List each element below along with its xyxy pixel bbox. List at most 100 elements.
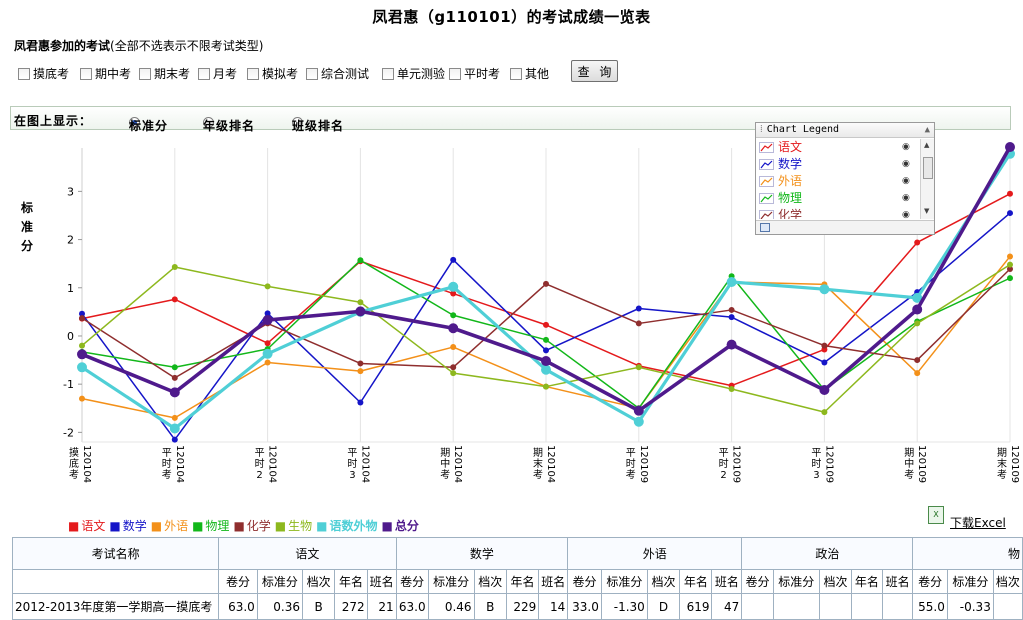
- series-key-label: 物理: [205, 519, 230, 533]
- excel-file-icon[interactable]: X: [928, 506, 944, 524]
- score-cell: 33.0: [567, 593, 602, 620]
- chart-legend-list: 语文 ◉ 数学 ◉ 外语 ◉ 物理 ◉ 化学 ◉: [756, 139, 921, 219]
- subcolumn-header: 卷分: [218, 569, 258, 594]
- download-excel-text[interactable]: 下载Excel: [950, 516, 1006, 530]
- data-point: [1007, 190, 1013, 197]
- y-axis-title-char: 准: [20, 220, 33, 234]
- checkbox-icon[interactable]: [247, 68, 259, 80]
- exam-type-checkbox-7[interactable]: 平时考: [449, 66, 500, 82]
- x-tick-code: 120109: [1009, 445, 1020, 483]
- radio-selected-icon[interactable]: [129, 117, 140, 128]
- line-series-icon: [759, 176, 774, 187]
- series-key-marker: ■: [381, 519, 393, 533]
- x-tick-code: 120104: [545, 445, 556, 483]
- legend-item[interactable]: 化学 ◉: [756, 207, 921, 219]
- scroll-up-icon[interactable]: ▲: [924, 141, 930, 149]
- legend-item[interactable]: 外语 ◉: [756, 173, 921, 190]
- eye-icon[interactable]: ◉: [902, 142, 910, 152]
- exam-type-checkbox-0[interactable]: 摸底考: [18, 66, 69, 82]
- chart-legend-header[interactable]: ⁞ Chart Legend ▲: [756, 123, 934, 138]
- subcolumn-header: 卷分: [567, 569, 602, 594]
- checkbox-icon[interactable]: [80, 68, 92, 80]
- data-point: [635, 320, 642, 327]
- y-tick-label: 0: [67, 330, 74, 343]
- checkbox-icon[interactable]: [449, 68, 461, 80]
- eye-icon[interactable]: ◉: [902, 176, 910, 186]
- checkbox-icon[interactable]: [510, 68, 522, 80]
- subject-header: 语文: [218, 537, 397, 570]
- exam-type-checkbox-2[interactable]: 期末考: [139, 66, 190, 82]
- legend-item[interactable]: 语文 ◉: [756, 139, 921, 156]
- legend-item-label: 数学: [778, 157, 803, 171]
- exam-type-checkbox-5[interactable]: 综合测试: [306, 66, 369, 82]
- exam-type-checkbox-1[interactable]: 期中考: [80, 66, 131, 82]
- line-series-icon: [759, 193, 774, 204]
- data-point: [171, 364, 178, 371]
- exam-type-checkbox-3[interactable]: 月考: [198, 66, 237, 82]
- data-point: [79, 395, 85, 402]
- subcolumn-header: 标准分: [427, 569, 475, 594]
- table-row[interactable]: 2012-2013年度第一学期高一摸底考 63.0 0.36 B 272 21 63.0 0…: [11, 593, 1023, 620]
- x-tick-char: 2: [720, 470, 726, 481]
- collapse-icon[interactable]: ▲: [924, 125, 930, 135]
- data-point: [1005, 142, 1015, 153]
- x-tick-char: 时: [162, 458, 172, 470]
- y-tick-label: 3: [67, 185, 74, 198]
- subcolumn-header: 档次: [818, 569, 853, 594]
- series-key-item: ■ 外语: [151, 519, 190, 533]
- legend-scrollbar[interactable]: ▲ ▼: [920, 139, 934, 219]
- query-button[interactable]: 查 询: [571, 60, 618, 82]
- data-point: [171, 374, 178, 381]
- exam-type-checkbox-4[interactable]: 模拟考: [247, 66, 298, 82]
- checkbox-icon[interactable]: [382, 68, 394, 80]
- x-tick-char: 考: [626, 469, 636, 481]
- exam-type-checkbox-6[interactable]: 单元测验: [382, 66, 445, 82]
- drag-grip-icon[interactable]: ⁞: [760, 124, 763, 135]
- data-point: [728, 385, 735, 392]
- checkbox-icon[interactable]: [306, 68, 318, 80]
- x-tick-char: 平: [162, 448, 172, 459]
- data-point: [450, 370, 457, 377]
- checkbox-icon[interactable]: [18, 68, 30, 80]
- eye-icon[interactable]: ◉: [902, 210, 910, 219]
- checkbox-icon[interactable]: [198, 68, 210, 80]
- scroll-down-icon[interactable]: ▼: [924, 207, 930, 215]
- legend-item[interactable]: 数学 ◉: [756, 156, 921, 173]
- legend-item-label: 外语: [778, 174, 803, 188]
- data-point: [171, 264, 178, 271]
- eye-icon[interactable]: ◉: [902, 193, 910, 203]
- series-key-label: 生物: [288, 519, 313, 533]
- radio-icon[interactable]: [292, 117, 303, 128]
- scroll-thumb[interactable]: [923, 157, 933, 179]
- data-point: [1007, 210, 1013, 217]
- x-tick-char: 末: [533, 457, 543, 470]
- eye-icon[interactable]: ◉: [902, 159, 910, 169]
- x-tick-char: 考: [440, 469, 450, 481]
- score-cell: 619: [679, 593, 713, 620]
- subject-header: 外语: [567, 537, 743, 570]
- data-point: [79, 310, 85, 317]
- score-cell: [818, 593, 853, 620]
- table-subheader-row: 卷分 标准分 档次 年名 班名 卷分 标准分 档次 年名 班名 卷分 标准分 档次 年名 班名 卷分 标准分 档次…: [11, 569, 1023, 594]
- exam-type-checkbox-8[interactable]: 其他: [510, 66, 549, 82]
- checkbox-icon[interactable]: [139, 68, 151, 80]
- series-key-label: 语数外物: [329, 519, 378, 533]
- empty-header-cell: [11, 569, 220, 594]
- data-point: [541, 356, 551, 367]
- data-point: [635, 364, 642, 371]
- legend-item[interactable]: 物理 ◉: [756, 190, 921, 207]
- data-point: [912, 292, 923, 303]
- exam-filter-caption-note: (全部不选表示不限考试类型): [110, 39, 264, 53]
- chart-options-icon[interactable]: [760, 223, 770, 232]
- y-tick-label: -1: [63, 378, 74, 391]
- data-point: [914, 239, 921, 246]
- series-key-label: 化学: [246, 519, 271, 533]
- radio-icon[interactable]: [203, 117, 214, 128]
- series-key-marker: ■: [109, 519, 121, 533]
